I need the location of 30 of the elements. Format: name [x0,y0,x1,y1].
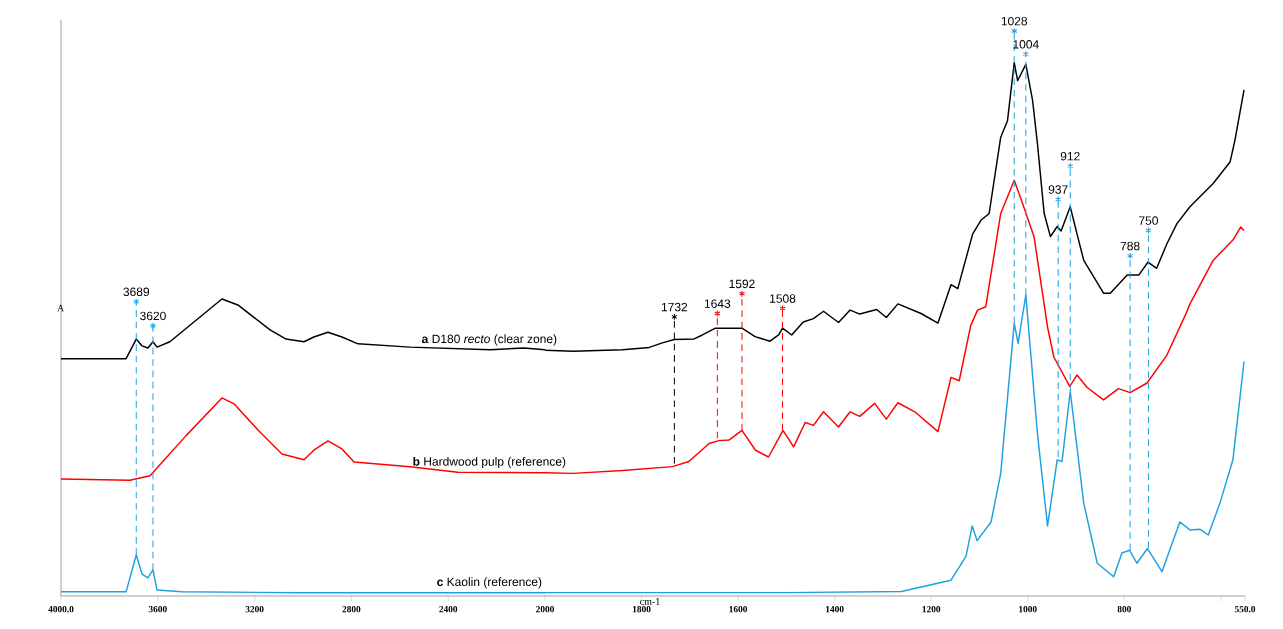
x-axis-title: cm-1 [640,598,660,605]
series-label: c Kaolin (reference) [437,577,542,589]
x-tick-label: 1000 [1019,606,1037,613]
x-tick-label: 550.0 [1234,606,1256,613]
x-tick-label: 3600 [148,606,167,613]
series-label: 1732 [661,302,688,312]
series-label: 1004 [1013,40,1039,49]
x-tick-label: 1600 [729,606,748,613]
x-tick-label: 1800 [632,606,651,613]
x-tick-label: 2400 [439,606,458,613]
series-label: 750 [1139,216,1158,225]
series-label: a D180 recto (clear zone) [421,334,557,346]
series-label: 3689 [123,287,150,297]
series-label: 3620 [140,311,166,321]
x-tick-label: 2800 [342,606,361,613]
series-label: b Hardwood pulp (reference) [413,456,566,469]
series-label: 937 [1048,185,1068,194]
series-label: 1508 [770,294,796,303]
x-tick-label: 4000.0 [48,606,74,613]
series-label: 1643 [704,299,731,308]
x-tick-label: 1400 [826,606,844,613]
x-tick-label: 3200 [245,606,264,613]
y-axis-title: A [57,304,65,312]
x-tick-label: 2000 [536,606,554,613]
series-label: 788 [1120,241,1140,251]
series-label: 912 [1060,151,1080,161]
x-tick-label: 1200 [922,606,941,613]
series-label: 1028 [1001,16,1028,26]
x-tick-label: 800 [1117,606,1131,613]
series-label: 1592 [729,279,755,289]
